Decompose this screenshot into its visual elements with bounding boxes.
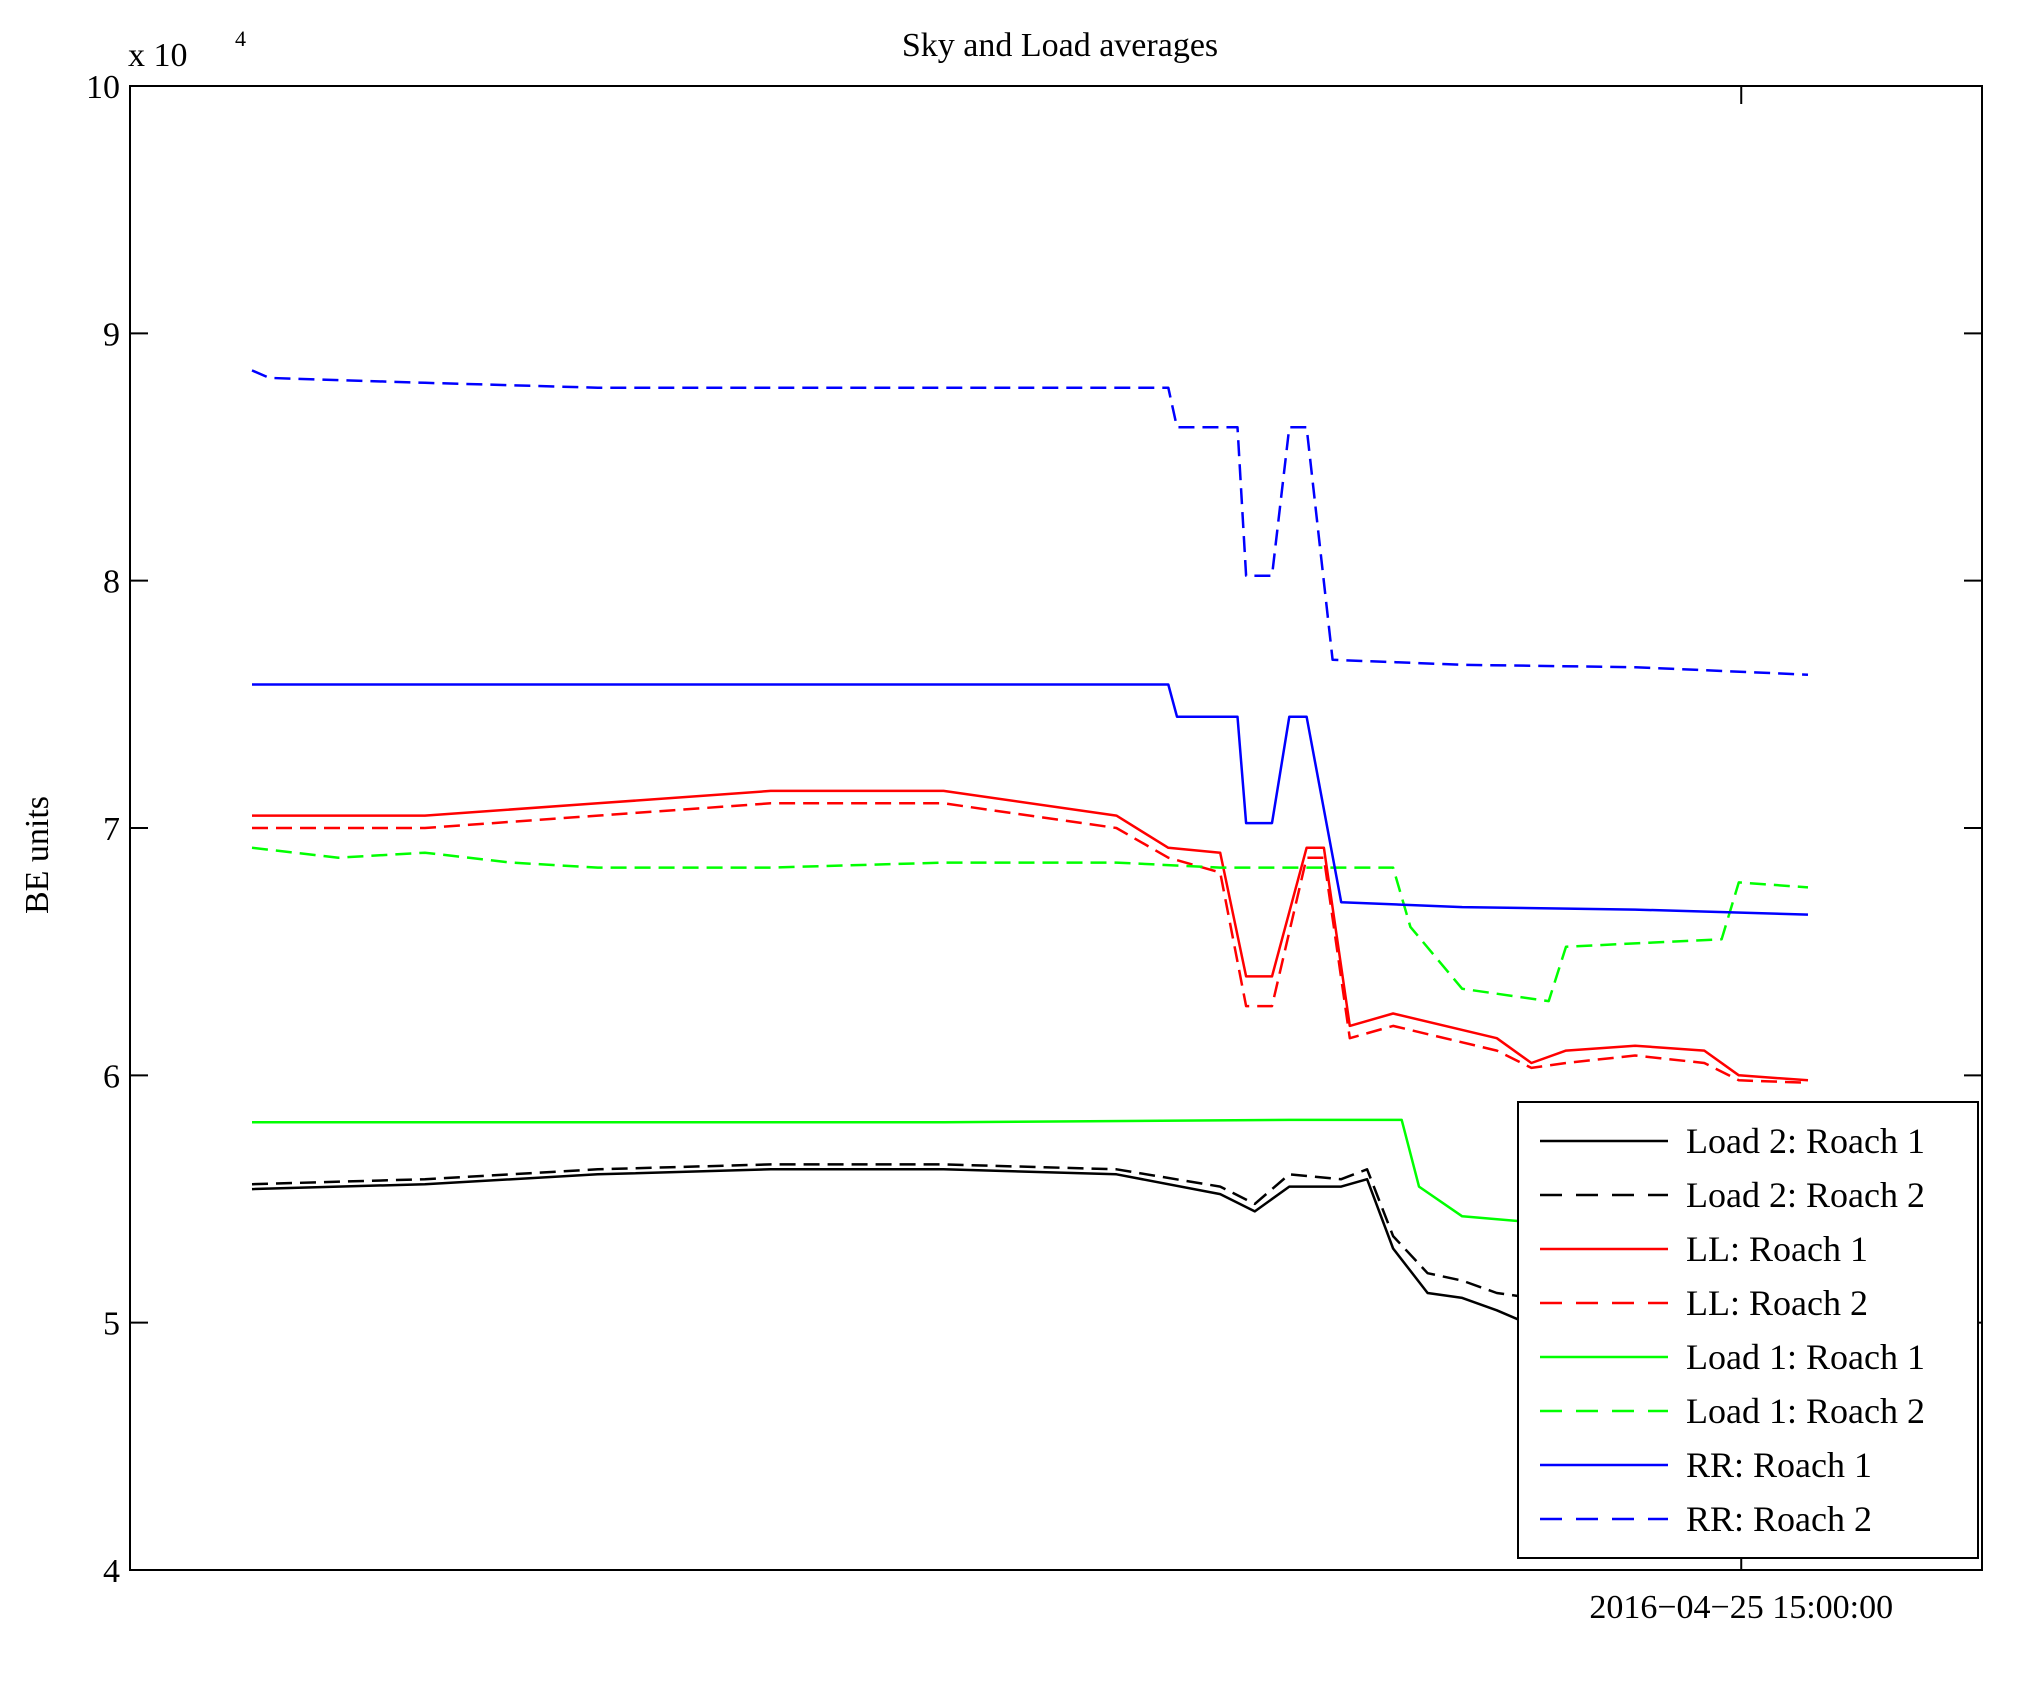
y-exponent-power: 4 <box>235 26 246 51</box>
series-line-load-1-roach-2 <box>251 846 1809 1003</box>
chart-title: Sky and Load averages <box>902 27 1218 64</box>
series-line-rr-roach-1 <box>252 683 1809 916</box>
legend-label: Load 1: Roach 1 <box>1686 1337 1925 1377</box>
y-exponent-base: x 10 <box>128 37 188 74</box>
x-tick-label: 2016−04−25 15:00:00 <box>1589 1589 1893 1626</box>
series-line-ll-roach-1 <box>252 789 1809 1082</box>
y-tick-label: 6 <box>103 1058 120 1095</box>
y-tick-label: 8 <box>103 564 120 601</box>
legend-label: LL: Roach 1 <box>1686 1229 1868 1269</box>
y-tick-label: 5 <box>103 1306 120 1343</box>
plot-series <box>251 369 1809 1327</box>
y-tick-label: 10 <box>86 69 120 106</box>
legend-box <box>1517 1101 1979 1559</box>
legend-label: RR: Roach 2 <box>1686 1499 1872 1539</box>
series-line-load-2-roach-2 <box>251 1163 1567 1300</box>
legend-label: Load 2: Roach 1 <box>1686 1121 1925 1161</box>
legend-label: LL: Roach 2 <box>1686 1283 1868 1323</box>
series-line-load-2-roach-1 <box>251 1168 1568 1327</box>
legend-label: Load 1: Roach 2 <box>1686 1391 1925 1431</box>
series-line-rr-roach-2 <box>251 369 1809 676</box>
y-tick-label: 4 <box>103 1553 120 1590</box>
legend-label: RR: Roach 1 <box>1686 1445 1872 1485</box>
legend-label: Load 2: Roach 2 <box>1686 1175 1925 1215</box>
x-axis-ticks: 2016−04−25 15:00:00 <box>1589 86 1893 1626</box>
y-axis-label: BE units <box>19 796 56 914</box>
y-tick-label: 9 <box>103 316 120 353</box>
legend: Load 2: Roach 1 Load 2: Roach 2 LL: Roach … <box>1517 1101 1979 1559</box>
series-line-ll-roach-2 <box>252 802 1809 1085</box>
y-tick-label: 7 <box>103 811 120 848</box>
y-axis-ticks: 4 5 6 7 8 9 10 <box>86 69 1982 1590</box>
